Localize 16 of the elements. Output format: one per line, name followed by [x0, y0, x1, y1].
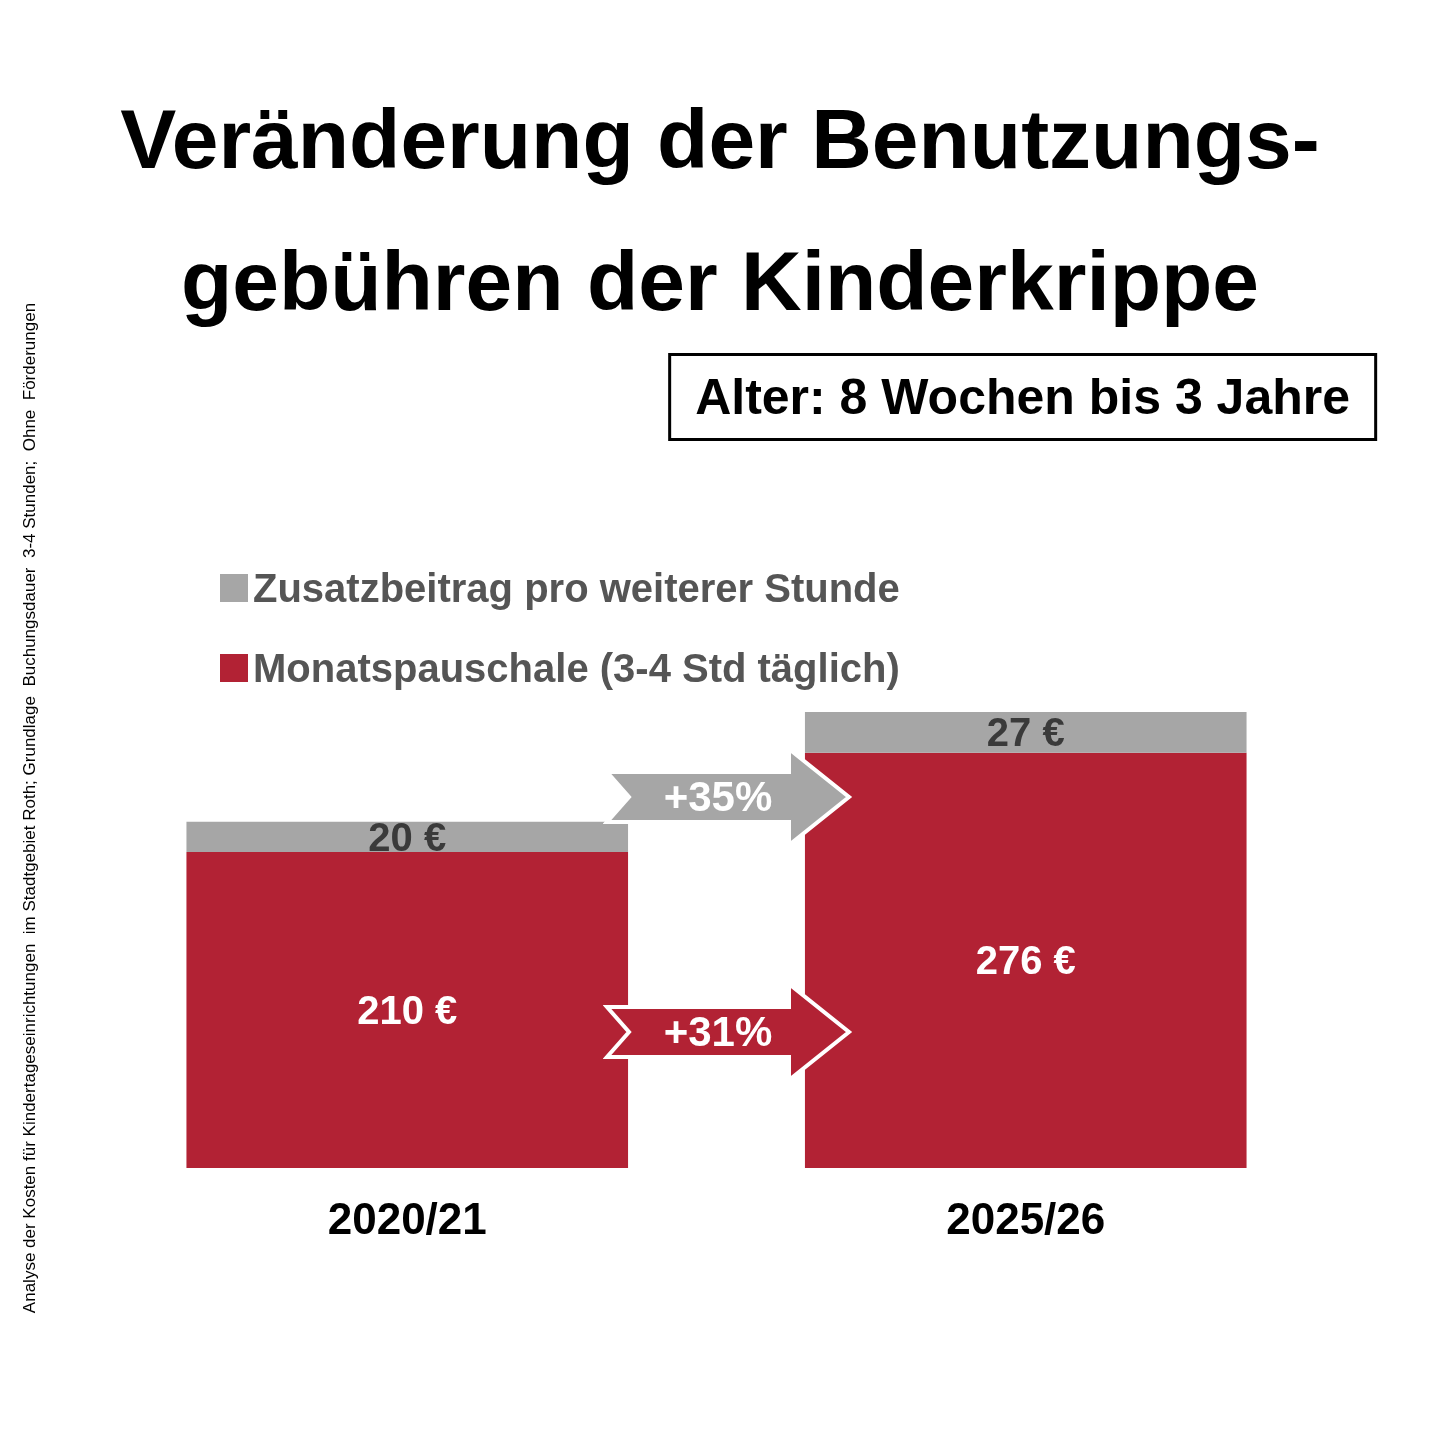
- bar: [804, 712, 1247, 753]
- bar: [186, 851, 629, 1168]
- legend-label: Monatspauschale (3-4 Std täglich): [253, 646, 900, 690]
- bar: [804, 752, 1247, 1168]
- legend-label: Zusatzbeitrag pro weiterer Stunde: [253, 566, 900, 610]
- chart-title: Veränderung der Benutzungs- gebühren der Kinderkrippe: [120, 92, 1320, 328]
- x-tick-label: 2020/21: [327, 1193, 487, 1243]
- annotation: +35%: [662, 772, 774, 822]
- x-tick-label: 2025/26: [946, 1193, 1106, 1243]
- data-label: 27 €: [986, 710, 1065, 755]
- data-label: 210 €: [357, 987, 458, 1032]
- annotation: +31%: [662, 1007, 774, 1057]
- text: Analyse der Kosten für Kindertageseinrichtungen im Stadtgebiet Roth; Grundlage Buchungsdauer 3-4 Stunden; Ohne Förderungen: [19, 301, 40, 1316]
- data-label: 20 €: [368, 814, 447, 859]
- chart-subtitle: Alter: 8 Wochen bis 3 Jahre: [695, 369, 1351, 425]
- data-label: 276 €: [975, 938, 1076, 983]
